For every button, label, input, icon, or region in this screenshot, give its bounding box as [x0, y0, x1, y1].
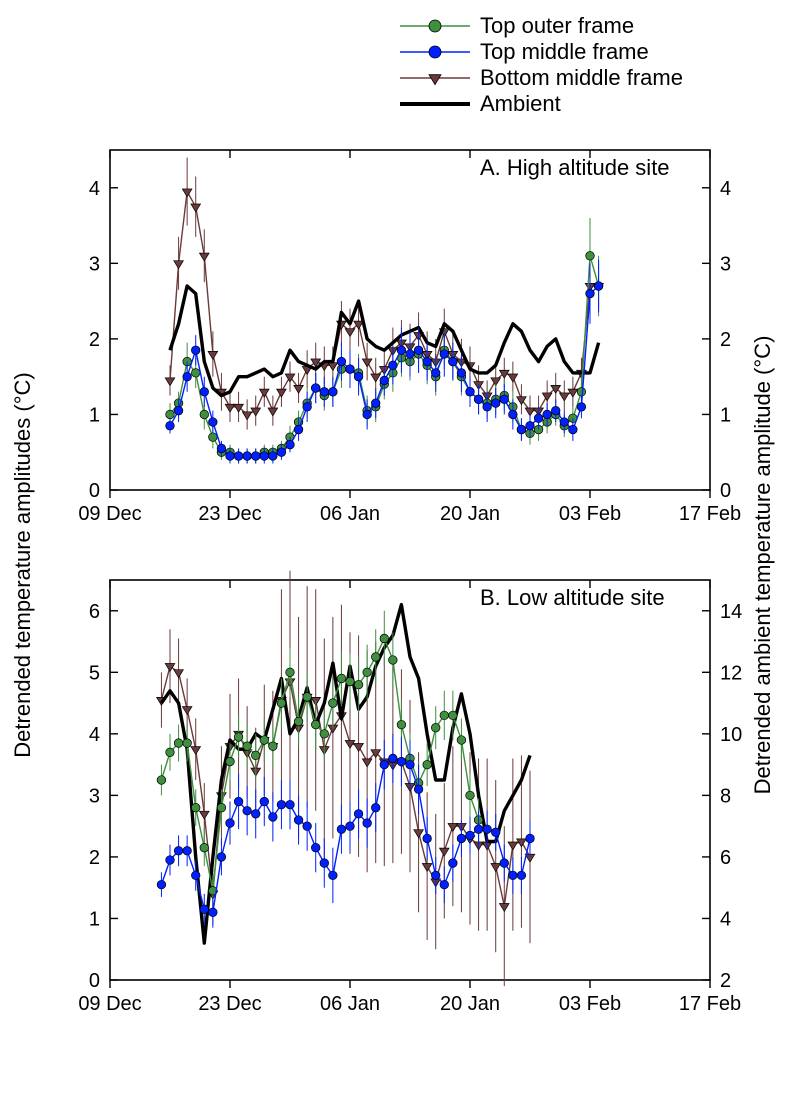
x-tick-label: 03 Feb: [559, 993, 621, 1015]
legend-label: Top middle frame: [480, 39, 649, 64]
figure: Top outer frameTop middle frameBottom mi…: [0, 0, 800, 1108]
y-tick-label-left: 1: [89, 404, 100, 426]
y-tick-label-left: 4: [89, 724, 100, 746]
legend-label: Ambient: [480, 91, 561, 116]
y-tick-label-right: 8: [720, 785, 731, 807]
y-tick-label-right: 12: [720, 662, 742, 684]
y-tick-label-right: 2: [720, 970, 731, 992]
x-tick-label: 06 Jan: [320, 993, 380, 1015]
x-tick-label: 20 Jan: [440, 503, 500, 525]
panel-title: B. Low altitude site: [480, 585, 665, 610]
x-tick-label: 17 Feb: [679, 503, 741, 525]
y-tick-label-right: 1: [720, 404, 731, 426]
x-tick-label: 06 Jan: [320, 503, 380, 525]
legend-label: Bottom middle frame: [480, 65, 683, 90]
y-tick-label-right: 4: [720, 178, 731, 200]
y-tick-label-right: 2: [720, 329, 731, 351]
x-tick-label: 03 Feb: [559, 503, 621, 525]
y-tick-label-right: 4: [720, 908, 731, 930]
y-tick-label-left: 0: [89, 480, 100, 502]
y-tick-label-left: 2: [89, 847, 100, 869]
x-tick-label: 20 Jan: [440, 993, 500, 1015]
y-axis-label-right: Detrended ambient temperature amplitude …: [750, 336, 775, 795]
y-tick-label-left: 0: [89, 970, 100, 992]
y-tick-label-right: 6: [720, 847, 731, 869]
y-tick-label-right: 3: [720, 253, 731, 275]
y-tick-label-right: 10: [720, 724, 742, 746]
y-tick-label-left: 5: [89, 662, 100, 684]
x-tick-label: 23 Dec: [198, 993, 261, 1015]
legend-label: Top outer frame: [480, 13, 634, 38]
x-tick-label: 23 Dec: [198, 503, 261, 525]
y-tick-label-left: 1: [89, 908, 100, 930]
x-tick-label: 09 Dec: [78, 993, 141, 1015]
y-tick-label-right: 14: [720, 601, 742, 623]
y-axis-label-left: Detrended temperature amplitudes (°C): [10, 372, 35, 757]
y-tick-label-left: 3: [89, 785, 100, 807]
panel-A: 09 Dec23 Dec06 Jan20 Jan03 Feb17 Feb0123…: [78, 150, 741, 525]
panel-B: 09 Dec23 Dec06 Jan20 Jan03 Feb17 Feb0123…: [78, 571, 742, 1015]
y-tick-label-left: 6: [89, 601, 100, 623]
y-tick-label-left: 2: [89, 329, 100, 351]
x-tick-label: 17 Feb: [679, 993, 741, 1015]
y-tick-label-left: 3: [89, 253, 100, 275]
panel-title: A. High altitude site: [480, 155, 670, 180]
y-tick-label-left: 4: [89, 178, 100, 200]
x-tick-label: 09 Dec: [78, 503, 141, 525]
legend: Top outer frameTop middle frameBottom mi…: [400, 13, 683, 116]
y-tick-label-right: 0: [720, 480, 731, 502]
